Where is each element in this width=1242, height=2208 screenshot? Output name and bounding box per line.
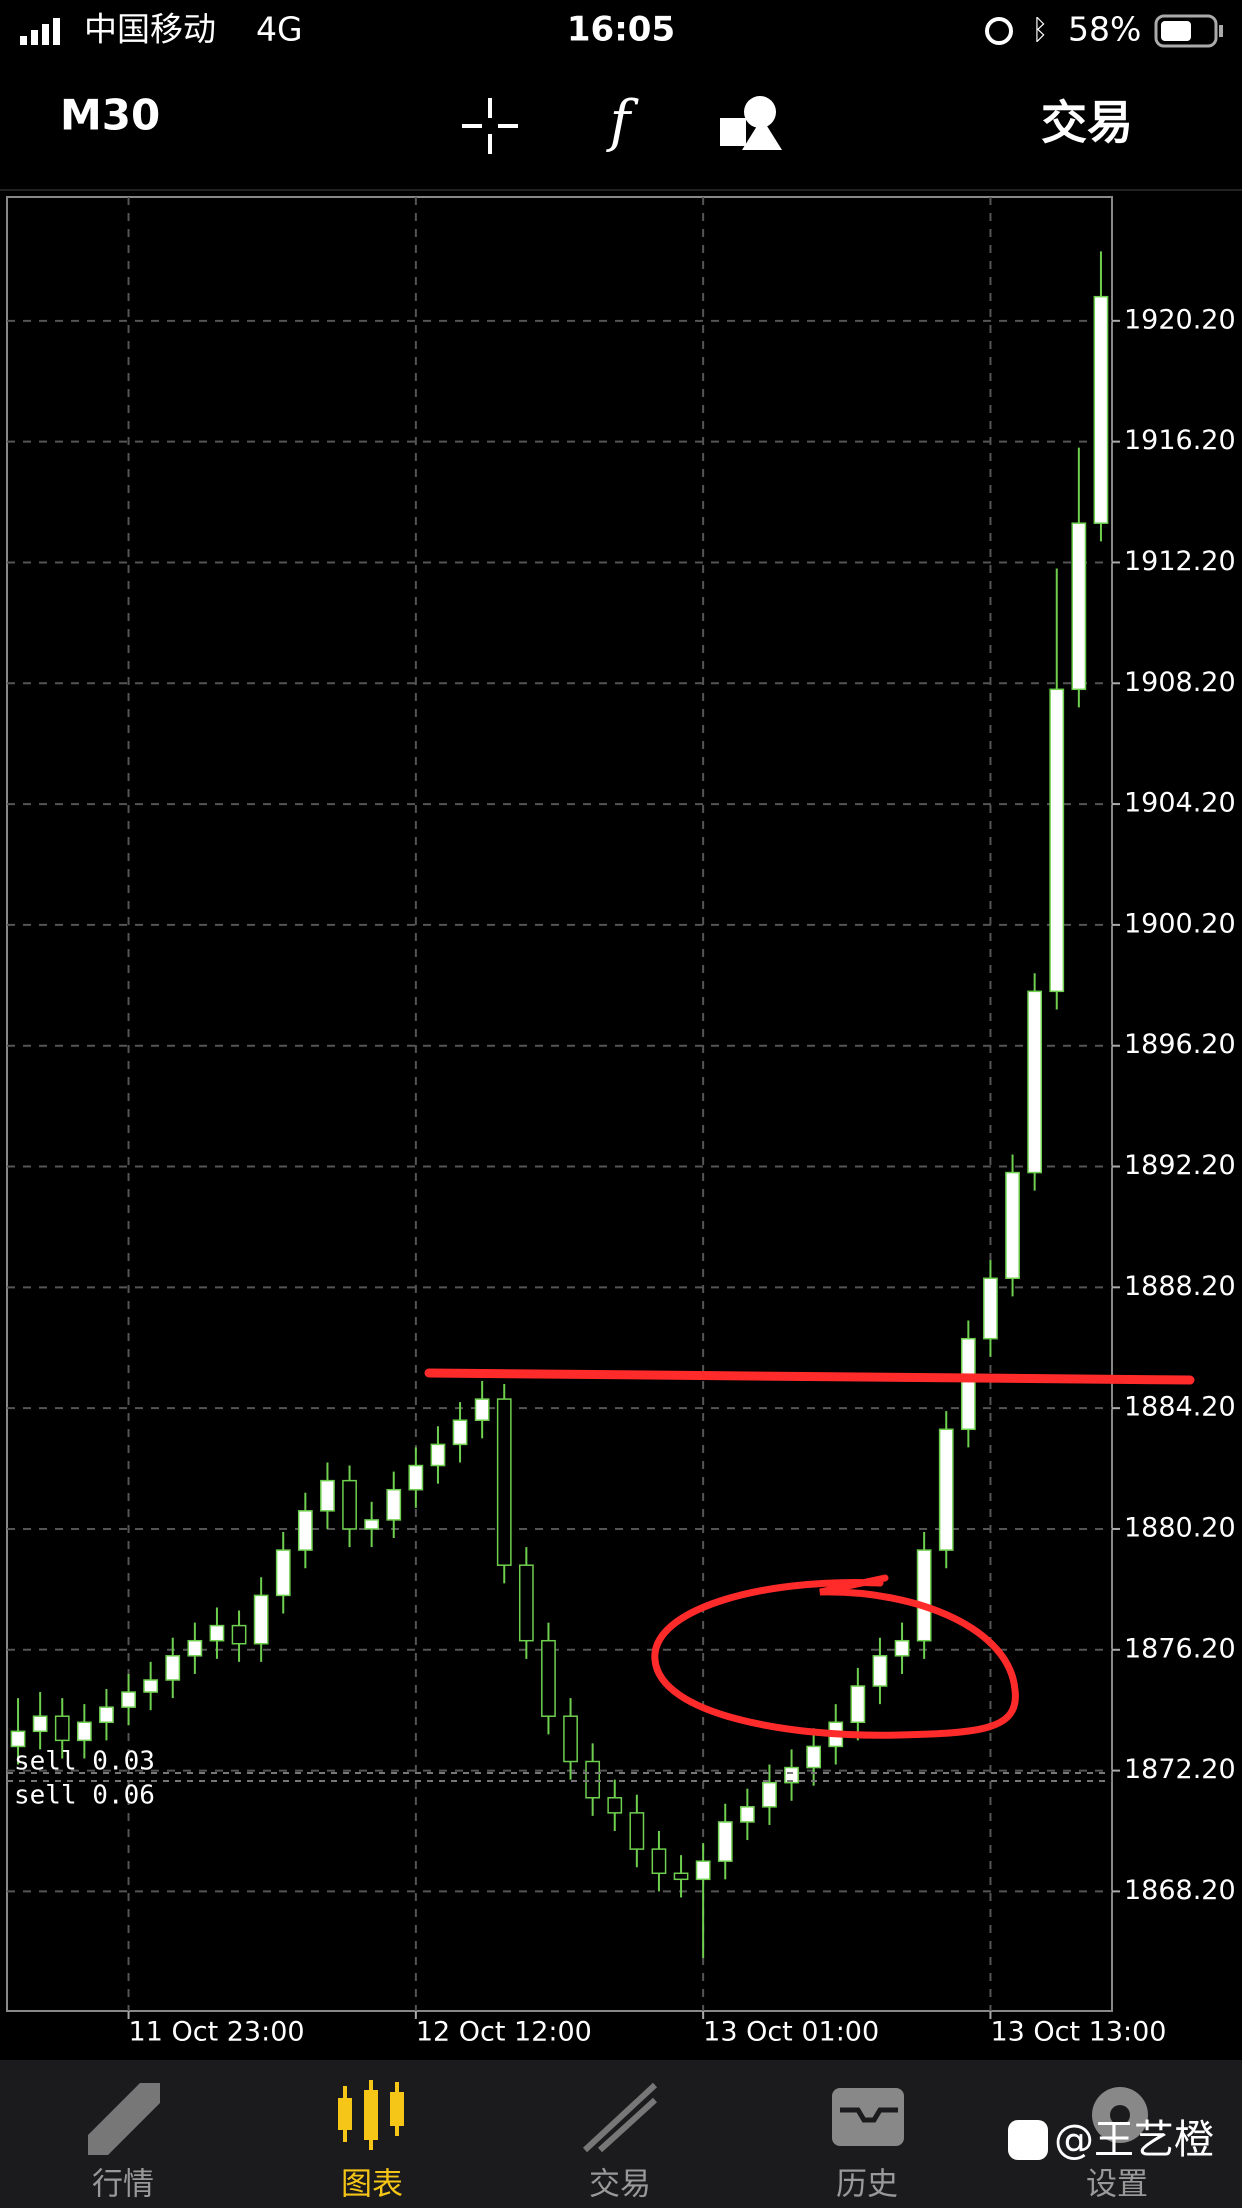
watermark: @王艺橙 bbox=[1054, 2117, 1214, 2163]
candle-body bbox=[762, 1781, 777, 1808]
bluetooth-icon: ᛒ bbox=[1032, 13, 1049, 46]
candle-body bbox=[673, 1872, 689, 1881]
trade-icon bbox=[582, 2082, 658, 2153]
candle-body bbox=[1049, 688, 1065, 993]
candle-body bbox=[143, 1679, 159, 1693]
candle-body bbox=[784, 1766, 799, 1784]
candle-body bbox=[585, 1760, 601, 1799]
candle-body bbox=[165, 1655, 181, 1681]
candle-body bbox=[275, 1549, 291, 1597]
y-tick-label: 1872.20 bbox=[1124, 1754, 1236, 1785]
chart-frame bbox=[6, 196, 1113, 2012]
y-tick-label: 1876.20 bbox=[1124, 1633, 1236, 1664]
candle-body bbox=[253, 1594, 269, 1645]
candle-body bbox=[32, 1715, 48, 1733]
x-tick-label: 13 Oct 13:00 bbox=[990, 2017, 1166, 2048]
objects-button[interactable] bbox=[720, 96, 782, 150]
y-tick-label: 1900.20 bbox=[1124, 908, 1236, 939]
candle-body bbox=[320, 1479, 335, 1512]
y-tick-label: 1880.20 bbox=[1124, 1512, 1236, 1543]
candle-body bbox=[1005, 1171, 1020, 1280]
candle-body bbox=[496, 1398, 512, 1566]
quotes-icon bbox=[88, 2083, 160, 2155]
x-tick-label: 11 Oct 23:00 bbox=[129, 2017, 305, 2048]
candle-body bbox=[739, 1806, 755, 1823]
candle-body bbox=[187, 1639, 203, 1657]
battery-text: 58% bbox=[1068, 10, 1141, 49]
chart: 1868.20 1872.20 1876.20 1880.20 1884.20 1888.… bbox=[7, 197, 1236, 2048]
watermark-logo bbox=[1008, 2120, 1048, 2160]
candle-body bbox=[695, 1860, 711, 1881]
tab-history[interactable]: 历史 bbox=[836, 2167, 898, 2203]
candle-body bbox=[607, 1797, 623, 1814]
candle-body bbox=[386, 1488, 402, 1521]
crosshair-button[interactable] bbox=[462, 98, 518, 154]
candle-body bbox=[209, 1624, 225, 1642]
candle-body bbox=[364, 1519, 380, 1530]
order-label: sell 0.03 bbox=[14, 1747, 155, 1777]
tab-chart[interactable]: 图表 bbox=[341, 2167, 403, 2203]
candle-body bbox=[806, 1745, 822, 1769]
candle-body bbox=[1093, 295, 1109, 524]
clock: 16:05 bbox=[567, 10, 675, 50]
timeframe-button[interactable]: M30 bbox=[60, 91, 160, 140]
signal-icon bbox=[20, 18, 60, 45]
annotation-circle bbox=[651, 1574, 1019, 1739]
y-tick-label: 1884.20 bbox=[1124, 1392, 1236, 1423]
y-tick-label: 1916.20 bbox=[1124, 425, 1236, 456]
x-tick-label: 12 Oct 12:00 bbox=[416, 2017, 592, 2048]
network: 4G bbox=[256, 10, 303, 49]
candle-body bbox=[76, 1721, 92, 1742]
candle-body bbox=[518, 1564, 534, 1642]
x-tick-label: 13 Oct 01:00 bbox=[703, 2017, 879, 2048]
y-tick-label: 1912.20 bbox=[1124, 546, 1236, 577]
candle-body bbox=[1027, 990, 1043, 1174]
candle-body bbox=[430, 1443, 446, 1467]
tab-settings[interactable]: 设置 bbox=[1086, 2167, 1148, 2203]
candle-body bbox=[474, 1398, 490, 1421]
y-tick-label: 1896.20 bbox=[1124, 1029, 1236, 1060]
candle-body bbox=[894, 1639, 910, 1657]
candle-body bbox=[121, 1691, 136, 1708]
history-icon bbox=[832, 2088, 904, 2146]
candle-body bbox=[99, 1706, 114, 1724]
trade-button[interactable]: 交易 bbox=[1041, 96, 1133, 150]
candle-body bbox=[563, 1715, 578, 1763]
y-tick-label: 1892.20 bbox=[1124, 1150, 1236, 1181]
candle-body bbox=[629, 1812, 645, 1850]
candle-body bbox=[960, 1337, 976, 1431]
candle-body bbox=[342, 1479, 357, 1530]
candle-body bbox=[541, 1639, 556, 1717]
y-tick-label: 1868.20 bbox=[1124, 1875, 1236, 1906]
candle-body bbox=[10, 1730, 26, 1748]
settings-icon bbox=[1092, 2087, 1148, 2143]
candle-body bbox=[297, 1510, 313, 1551]
battery-icon bbox=[1154, 14, 1223, 48]
candle-body bbox=[938, 1428, 954, 1551]
candle-body bbox=[651, 1848, 667, 1875]
y-tick-label: 1908.20 bbox=[1124, 667, 1236, 698]
candle-body bbox=[408, 1464, 424, 1491]
candle-body bbox=[54, 1715, 70, 1742]
chart-icon bbox=[338, 2080, 404, 2150]
candle-body bbox=[983, 1277, 998, 1340]
y-tick-label: 1904.20 bbox=[1124, 788, 1236, 819]
candle-body bbox=[872, 1655, 888, 1687]
annotation-line bbox=[424, 1368, 1195, 1385]
carrier: 中国移动 bbox=[84, 10, 216, 49]
alarm-icon bbox=[985, 17, 1013, 45]
tab-quotes[interactable]: 行情 bbox=[92, 2167, 154, 2203]
candle-body bbox=[916, 1549, 932, 1642]
candle-body bbox=[231, 1624, 247, 1645]
order-label: sell 0.06 bbox=[14, 1781, 155, 1811]
candle-body bbox=[850, 1685, 866, 1724]
y-tick-label: 1888.20 bbox=[1124, 1271, 1236, 1302]
y-tick-label: 1920.20 bbox=[1124, 304, 1236, 335]
candle-body bbox=[1071, 522, 1087, 691]
candle-body bbox=[452, 1419, 468, 1446]
candle-body bbox=[717, 1821, 733, 1862]
tab-trade[interactable]: 交易 bbox=[589, 2167, 651, 2203]
